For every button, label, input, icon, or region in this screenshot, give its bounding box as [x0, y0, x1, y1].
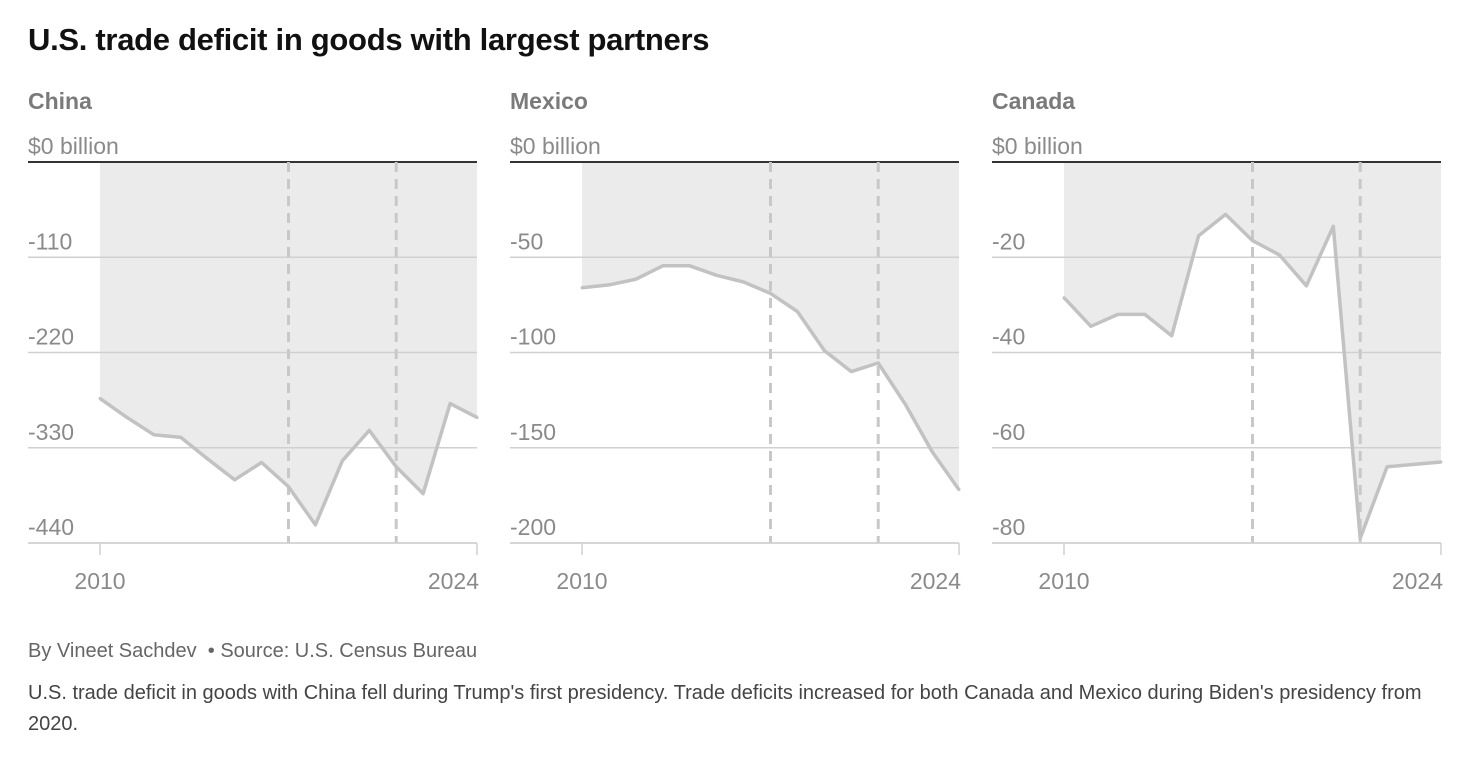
y-tick-label: $0 billion: [510, 133, 601, 159]
y-tick-label: -440: [28, 514, 74, 540]
data-point: [930, 450, 934, 454]
y-tick-label: -40: [992, 324, 1025, 350]
panel-title: Mexico: [510, 88, 588, 114]
data-point: [233, 478, 237, 482]
data-point: [1331, 224, 1335, 228]
y-tick-label: -50: [510, 228, 543, 254]
data-point: [313, 523, 317, 527]
data-point: [742, 280, 746, 284]
data-point: [607, 283, 611, 287]
data-point: [822, 349, 826, 353]
y-tick-label: -100: [510, 324, 556, 350]
x-tick-label: 2024: [428, 568, 479, 594]
data-point: [957, 488, 961, 492]
x-tick-label: 2010: [74, 568, 125, 594]
chart-description: U.S. trade deficit in goods with China f…: [28, 682, 1422, 735]
data-point: [98, 396, 102, 400]
data-point: [1170, 334, 1174, 338]
deficit-area: [100, 162, 477, 525]
x-tick-label: 2010: [1038, 568, 1089, 594]
data-point: [340, 459, 344, 463]
deficit-area: [582, 162, 959, 490]
canada-chart: $0 billion -20 -40 -60 -80 2010 2024: [992, 133, 1443, 594]
data-point: [580, 286, 584, 290]
data-point: [1304, 284, 1308, 288]
data-point: [1277, 253, 1281, 257]
data-point: [795, 310, 799, 314]
data-point: [125, 415, 129, 419]
separator-dot: •: [202, 640, 221, 662]
source: Source: U.S. Census Bureau: [220, 640, 478, 662]
data-point: [421, 492, 425, 496]
data-point: [179, 435, 183, 439]
y-tick-label: -60: [992, 419, 1025, 445]
data-point: [1412, 462, 1416, 466]
data-point: [1089, 324, 1093, 328]
data-point: [394, 465, 398, 469]
y-tick-label: -80: [992, 514, 1025, 540]
data-point: [1143, 312, 1147, 316]
data-point: [448, 402, 452, 406]
panel-title: China: [28, 88, 92, 114]
y-tick-label: -200: [510, 514, 556, 540]
byline: By Vineet Sachdev: [28, 640, 197, 662]
data-point: [1224, 212, 1228, 216]
byline-row: By Vineet Sachdev • Source: U.S. Census …: [28, 640, 477, 663]
panel-china: China $0 billion -110 -220 -330 -440 2010 2024: [28, 82, 479, 612]
data-point: [475, 415, 479, 419]
data-point: [715, 273, 719, 277]
x-tick-label: 2010: [556, 568, 607, 594]
panel-canada: Canada $0 billion -20 -40 -60 -80 2010 2024: [992, 82, 1443, 612]
data-point: [849, 370, 853, 374]
data-point: [367, 428, 371, 432]
china-chart: $0 billion -110 -220 -330 -440 2010 2024: [28, 133, 479, 594]
y-tick-label: $0 billion: [28, 133, 119, 159]
panel-title: Canada: [992, 88, 1076, 114]
data-point: [1358, 536, 1362, 540]
data-point: [661, 264, 665, 268]
y-tick-label: -220: [28, 324, 74, 350]
data-point: [1251, 239, 1254, 243]
data-point: [1062, 296, 1066, 300]
x-tick-label: 2024: [910, 568, 961, 594]
x-tick-label: 2024: [1392, 568, 1443, 594]
y-tick-label: $0 billion: [992, 133, 1083, 159]
data-point: [260, 460, 264, 464]
data-point: [152, 433, 156, 437]
deficit-area: [1064, 162, 1441, 539]
data-point: [634, 277, 638, 281]
data-point: [1385, 465, 1389, 469]
data-point: [769, 291, 772, 295]
y-tick-label: -20: [992, 228, 1025, 254]
data-point: [1439, 460, 1443, 464]
mexico-chart: $0 billion -50 -100 -150 -200 2010 2024: [510, 133, 961, 594]
y-tick-label: -110: [28, 228, 72, 254]
y-tick-label: -330: [28, 419, 74, 445]
data-point: [206, 457, 210, 461]
data-point: [876, 361, 880, 365]
data-point: [903, 402, 907, 406]
data-point: [287, 485, 290, 489]
panel-mexico: Mexico $0 billion -50 -100 -150 -200 2010 2024: [510, 82, 961, 612]
chart-title: U.S. trade deficit in goods with largest…: [28, 22, 710, 57]
y-tick-label: -150: [510, 419, 556, 445]
data-point: [1197, 234, 1201, 238]
data-point: [688, 264, 692, 268]
data-point: [1116, 312, 1120, 316]
